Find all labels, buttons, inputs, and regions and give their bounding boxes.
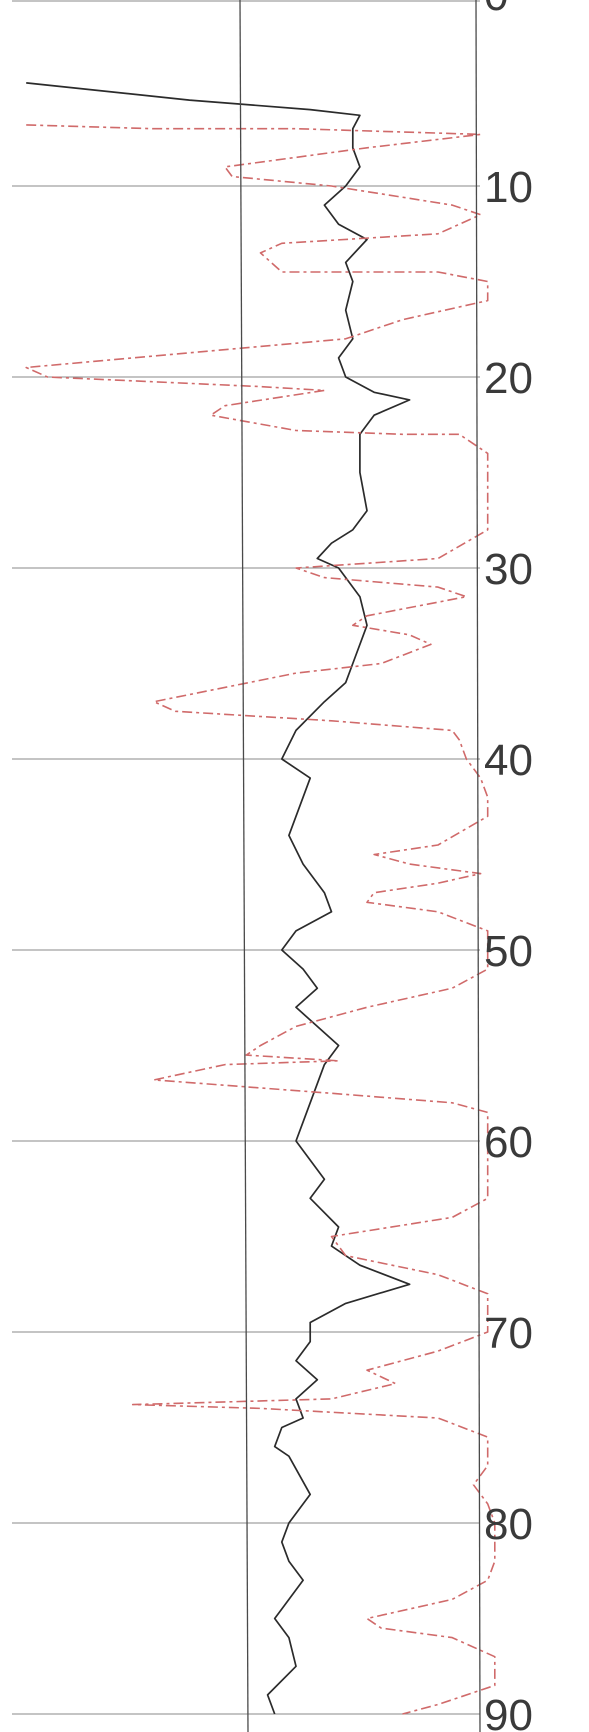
series-line-solid xyxy=(26,82,411,1715)
y-tick-label-10: 10 xyxy=(484,163,533,212)
frame-layer xyxy=(239,0,481,1732)
grid-layer xyxy=(12,0,480,1715)
y-tick-label-30: 30 xyxy=(484,545,533,594)
tick-label-layer: 10 20 30 40 50 60 70 80 90 0 xyxy=(484,0,533,1732)
y-tick-label-40: 40 xyxy=(484,736,533,785)
y-tick-label-70: 70 xyxy=(484,1309,533,1358)
y-tick-label-60: 60 xyxy=(484,1118,533,1167)
y-tick-label-90: 90 xyxy=(484,1691,533,1732)
right-axis-line xyxy=(475,0,481,1732)
reference-line xyxy=(239,0,249,1732)
y-tick-label-80: 80 xyxy=(484,1500,533,1549)
y-tick-label-50: 50 xyxy=(484,927,533,976)
series-line-dashed xyxy=(25,124,496,1715)
series-layer xyxy=(25,82,496,1715)
y-tick-label-0: 0 xyxy=(484,0,508,20)
y-tick-label-20: 20 xyxy=(484,354,533,403)
